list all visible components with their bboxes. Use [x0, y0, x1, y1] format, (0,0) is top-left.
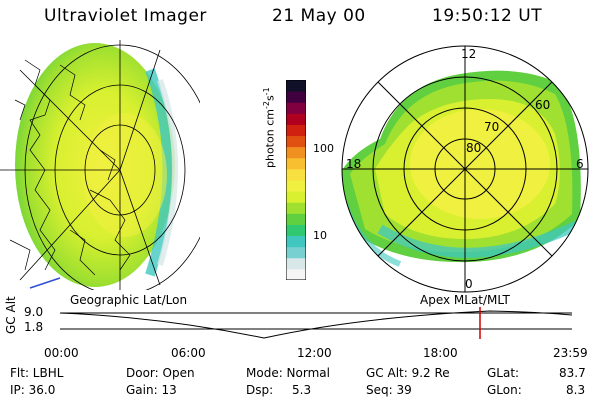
footer-door: Door: Open [126, 366, 195, 380]
date-label: 21 May 00 [272, 6, 366, 26]
colorbar-swatch [286, 246, 306, 259]
colorbar-swatch [286, 224, 306, 237]
footer-glon-value: 8.3 [566, 383, 586, 397]
timeline-axis-title: GC Alt [4, 296, 18, 334]
lat-label-80: 80 [466, 141, 482, 155]
footer-dsp-value: 5.3 [292, 383, 312, 397]
colorbar-swatch [286, 91, 306, 103]
colorbar [286, 80, 306, 280]
time-tick-2: 12:00 [297, 346, 332, 360]
polar-plot [341, 45, 589, 293]
time-tick-3: 18:00 [423, 346, 458, 360]
mlt-label-18: 18 [346, 157, 362, 171]
footer-glon-label: GLon: [487, 383, 522, 397]
colorbar-swatch [286, 80, 306, 92]
colorbar-unit-label: photon cm-2s-1 [262, 87, 277, 168]
time-tick-0: 00:00 [44, 346, 79, 360]
footer-seq: Seq: 39 [366, 383, 412, 397]
footer-dsp-label: Dsp: [246, 383, 274, 397]
colorbar-swatch [286, 213, 306, 225]
colorbar-tick-100: 100 [313, 142, 334, 155]
footer-glat-label: GLat: [487, 366, 520, 380]
colorbar-swatch [286, 146, 306, 159]
colorbar-swatch [286, 180, 306, 192]
footer-ip: IP: 36.0 [10, 383, 56, 397]
colorbar-swatch [286, 157, 306, 170]
timeline-y-bottom: 1.8 [24, 320, 44, 334]
lat-label-60: 60 [535, 98, 551, 112]
colorbar-swatch [286, 102, 306, 114]
colorbar-tick-10: 10 [313, 229, 327, 242]
time-label: 19:50:12 UT [432, 6, 543, 26]
instrument-title: Ultraviolet Imager [44, 6, 207, 26]
colorbar-swatch [286, 168, 306, 181]
geographic-image [0, 40, 200, 290]
colorbar-swatch [286, 135, 306, 148]
mlt-label-12: 12 [461, 47, 477, 61]
colorbar-swatch [286, 268, 306, 280]
mlt-label-0: 0 [465, 277, 473, 291]
footer-flt: Flt: LBHL [10, 366, 64, 380]
time-tick-1: 06:00 [171, 346, 206, 360]
lat-label-70: 70 [484, 120, 500, 134]
colorbar-swatch [286, 235, 306, 248]
timeline-right-label: Apex MLat/MLT [420, 293, 510, 307]
colorbar-swatch [286, 257, 306, 270]
footer-mode: Mode: Normal [246, 366, 330, 380]
timeline-y-top: 9.0 [24, 305, 44, 319]
colorbar-swatch [286, 124, 306, 137]
footer-gcalt: GC Alt: 9.2 Re [366, 366, 450, 380]
footer-glat-value: 83.7 [559, 366, 586, 380]
colorbar-swatch [286, 202, 306, 214]
timeline-plot [60, 307, 572, 339]
footer-gain: Gain: 13 [126, 383, 177, 397]
time-tick-4: 23:59 [553, 346, 588, 360]
timeline-left-label: Geographic Lat/Lon [70, 293, 188, 307]
colorbar-swatch [286, 113, 306, 125]
mlt-label-6: 6 [576, 157, 584, 171]
colorbar-swatch [286, 191, 306, 203]
